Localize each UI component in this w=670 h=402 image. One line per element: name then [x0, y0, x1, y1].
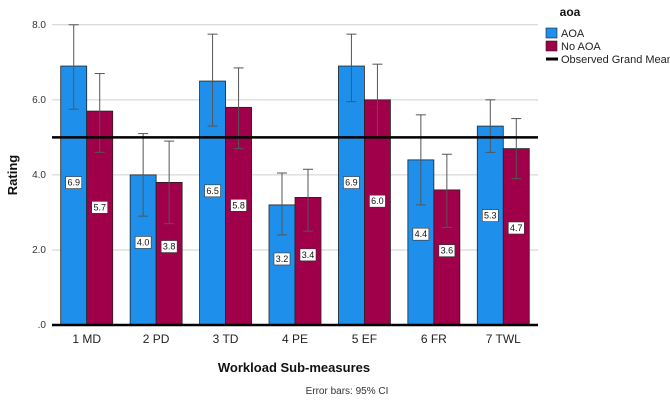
data-label: 6.9	[67, 178, 80, 188]
data-labels: 6.9 5.7 4.0 3.8 6.5 5.8 3.2 3.4 6.9 6.0 4.4 3.6 5.3 4…	[65, 176, 525, 266]
x-tick-label: 7 TWL	[486, 332, 521, 346]
y-tick-label: 2.0	[32, 245, 46, 256]
data-label: 6.5	[206, 186, 219, 196]
bars	[60, 65, 530, 326]
data-label: 4.0	[137, 237, 150, 247]
data-label: 5.7	[93, 202, 106, 212]
x-tick-label: 6 FR	[421, 332, 447, 346]
data-label-box	[230, 198, 247, 212]
data-label-box	[204, 184, 221, 198]
data-label: 3.2	[276, 254, 289, 264]
data-label-box	[481, 209, 499, 222]
data-label: 5.3	[484, 211, 497, 221]
data-label: 6.0	[371, 196, 384, 206]
x-tick-label: 1 MD	[72, 332, 101, 346]
legend-swatch	[545, 40, 558, 52]
legend-label: Observed Grand Mean	[561, 54, 670, 66]
data-label-box	[91, 201, 109, 214]
data-label: 6.9	[345, 178, 358, 188]
x-tick-label: 4 PE	[282, 332, 308, 346]
y-axis-title: Rating	[5, 155, 20, 196]
data-label-box	[134, 236, 152, 249]
data-label-box	[299, 248, 317, 262]
x-tick-label: 2 PD	[143, 332, 170, 346]
legend-label: No AOA	[561, 41, 601, 53]
x-tick-label: 5 EF	[352, 332, 377, 346]
data-label: 5.8	[232, 200, 245, 210]
legend-swatch	[545, 27, 558, 39]
data-label-box	[65, 176, 83, 189]
data-label: 4.7	[510, 223, 523, 233]
legend-label: AOA	[561, 28, 585, 40]
data-label: 3.6	[441, 246, 454, 256]
data-label: 3.4	[302, 250, 315, 260]
x-tick-label: 3 TD	[213, 332, 239, 346]
y-tick-label: 8.0	[32, 20, 46, 31]
error-bars	[68, 24, 522, 236]
bar-aoa	[476, 125, 504, 326]
data-label: 3.8	[163, 242, 176, 252]
y-tick-label: 4.0	[32, 170, 46, 181]
y-tick-label: .0	[38, 320, 47, 331]
data-label: 4.4	[415, 229, 428, 239]
data-label-box	[507, 221, 525, 235]
footnote: Error bars: 95% CI	[306, 386, 389, 397]
bar-aoa	[338, 65, 365, 326]
axes: .0 2.0 4.0 6.0 8.0 1 MD 2 PD 3 TD 4 PE 5 EF 6 FR 7 …	[32, 20, 538, 346]
data-label-box	[273, 252, 291, 266]
data-label-box	[412, 227, 430, 241]
data-label-box	[369, 194, 386, 208]
data-label-box	[160, 240, 178, 253]
x-axis-title: Workload Sub-measures	[218, 360, 370, 375]
legend-title: aoa	[560, 5, 581, 19]
data-label-box	[438, 244, 456, 257]
y-tick-label: 6.0	[32, 95, 46, 106]
data-label-box	[343, 176, 360, 189]
